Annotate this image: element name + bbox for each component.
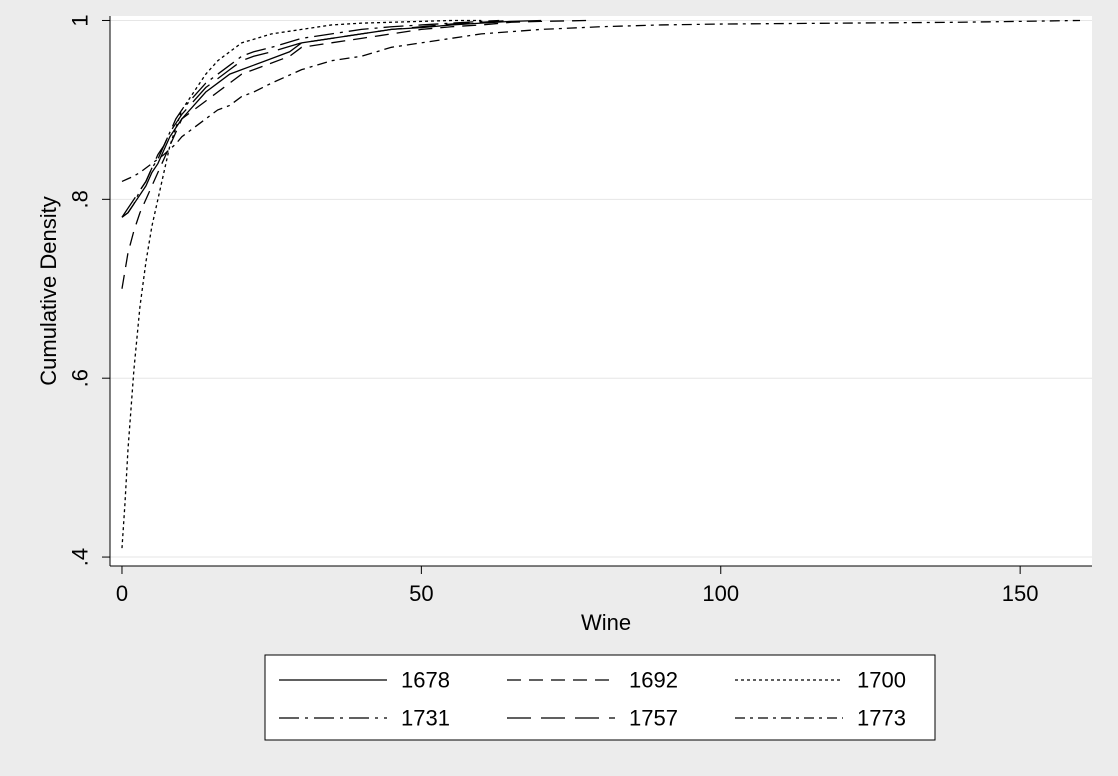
x-tick-label: 50 [409, 581, 433, 606]
y-tick-label: .6 [68, 369, 93, 387]
x-tick-label: 0 [116, 581, 128, 606]
series-line-1757 [121, 19, 512, 218]
ticks: .4 .6 .8 1 0 50 100 150 [68, 14, 1039, 606]
x-axis-title: Wine [581, 610, 631, 635]
y-tick-label: .8 [68, 190, 93, 208]
axes [109, 16, 1092, 567]
series-line-1700 [121, 19, 482, 549]
legend: 1678 1692 1700 1731 1757 1773 [264, 654, 936, 741]
legend-label-1731: 1731 [401, 706, 450, 731]
series-line-1773 [121, 19, 1081, 183]
plot-area [110, 16, 1092, 566]
x-tick-label: 150 [1002, 581, 1039, 606]
legend-label-1773: 1773 [857, 706, 906, 731]
legend-box [264, 654, 936, 741]
grid-lines [110, 19, 1092, 558]
y-tick-label: 1 [68, 14, 93, 26]
legend-label-1700: 1700 [857, 668, 906, 693]
y-axis-title: Cumulative Density [36, 196, 61, 386]
legend-label-1692: 1692 [629, 668, 678, 693]
series-lines [121, 19, 1081, 549]
legend-label-1678: 1678 [401, 668, 450, 693]
y-tick-label: .4 [68, 548, 93, 566]
legend-label-1757: 1757 [629, 706, 678, 731]
series-line-1692 [121, 19, 590, 289]
x-tick-label: 100 [702, 581, 739, 606]
